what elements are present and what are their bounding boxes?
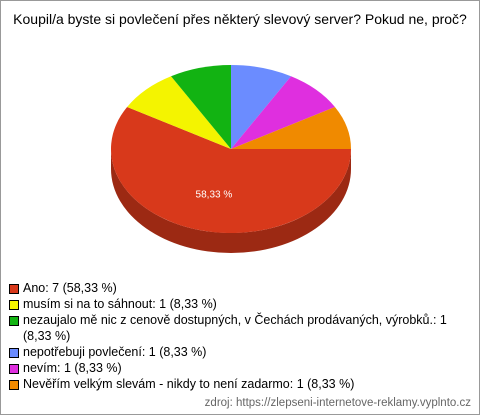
legend-swatch (9, 348, 19, 358)
legend-item: Nevěřím velkým slevám - nikdy to není za… (9, 376, 469, 392)
legend-swatch (9, 284, 19, 294)
source: zdroj: https://zlepseni-internetove-rekl… (204, 397, 471, 409)
legend-item: nepotřebuji povlečení: 1 (8,33 %) (9, 344, 469, 360)
slice (231, 76, 335, 149)
slice (171, 65, 232, 149)
value-label: 58,33 % (196, 190, 233, 201)
slice (231, 107, 351, 149)
legend-label: nepotřebuji povlečení: 1 (8,33 %) (23, 345, 207, 359)
legend-swatch (9, 316, 19, 326)
legend-swatch (9, 364, 19, 374)
legend-swatch (9, 300, 19, 310)
slice (231, 65, 292, 149)
legend-swatch (9, 380, 19, 390)
legend-item: musím si na to sáhnout: 1 (8,33 %) (9, 296, 469, 312)
legend-label: nezaujalo mě nic z cenově dostupných, v … (23, 313, 447, 343)
legend-item: Ano: 7 (58,33 %) (9, 280, 469, 296)
legend-label: Ano: 7 (58,33 %) (23, 281, 117, 295)
legend-item: nevím: 1 (8,33 %) (9, 360, 469, 376)
slice (111, 106, 351, 233)
legend: Ano: 7 (58,33 %) musím si na to sáhnout: … (9, 280, 469, 392)
legend-label: nevím: 1 (8,33 %) (23, 361, 122, 375)
legend-item: nezaujalo mě nic z cenově dostupných, v … (9, 312, 469, 344)
legend-label: musím si na to sáhnout: 1 (8,33 %) (23, 297, 217, 311)
chart-title: Koupil/a byste si povlečení přes některý… (13, 11, 467, 27)
slice-side (111, 149, 351, 253)
legend-label: Nevěřím velkým slevám - nikdy to není za… (23, 377, 355, 391)
slice (127, 76, 231, 149)
